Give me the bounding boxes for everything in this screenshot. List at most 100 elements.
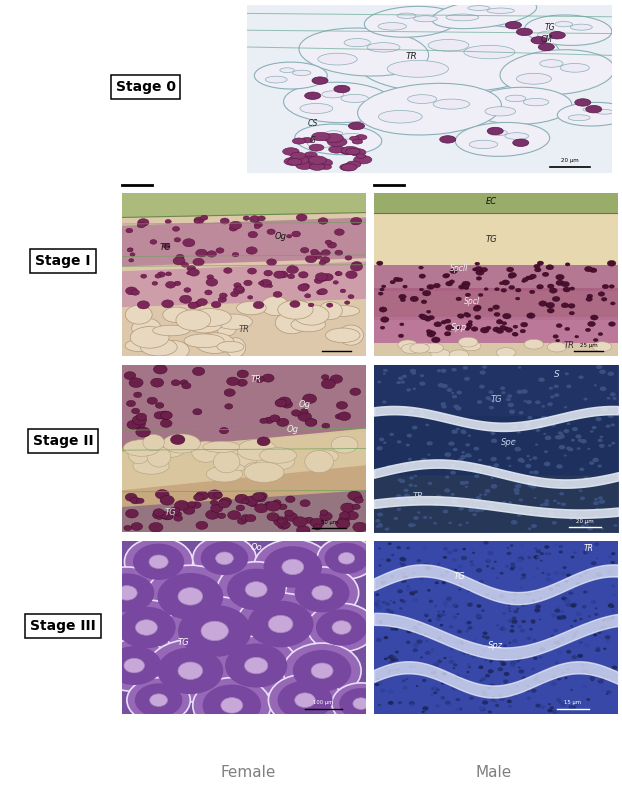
Circle shape [378, 524, 383, 527]
Circle shape [215, 636, 298, 695]
Circle shape [559, 545, 563, 548]
Circle shape [406, 588, 412, 592]
Circle shape [485, 636, 490, 639]
Circle shape [516, 661, 519, 663]
Circle shape [314, 278, 323, 284]
Circle shape [220, 428, 229, 434]
Circle shape [375, 683, 379, 686]
Circle shape [496, 624, 499, 626]
Circle shape [467, 627, 471, 630]
Circle shape [593, 338, 598, 341]
Circle shape [335, 229, 344, 235]
Circle shape [454, 569, 457, 571]
Circle shape [256, 495, 266, 502]
Circle shape [434, 522, 437, 524]
Circle shape [180, 295, 192, 303]
Circle shape [237, 379, 248, 386]
Circle shape [473, 468, 478, 472]
Circle shape [514, 491, 519, 495]
Circle shape [513, 488, 520, 493]
Circle shape [152, 511, 165, 519]
Circle shape [300, 284, 309, 289]
Circle shape [419, 410, 424, 413]
Circle shape [568, 303, 575, 308]
Circle shape [552, 710, 558, 714]
Circle shape [475, 315, 481, 319]
Circle shape [419, 288, 424, 291]
Circle shape [150, 240, 157, 244]
Circle shape [220, 218, 229, 224]
Circle shape [500, 386, 505, 390]
Circle shape [488, 559, 491, 562]
Circle shape [269, 674, 341, 726]
Circle shape [546, 265, 554, 270]
Ellipse shape [265, 76, 287, 83]
Circle shape [442, 384, 448, 388]
Circle shape [598, 333, 603, 336]
Circle shape [481, 677, 486, 681]
Ellipse shape [292, 70, 311, 75]
Circle shape [506, 328, 513, 333]
Circle shape [508, 619, 514, 623]
Ellipse shape [557, 102, 622, 126]
Ellipse shape [276, 311, 309, 333]
Ellipse shape [387, 60, 448, 78]
Circle shape [146, 640, 234, 702]
Circle shape [501, 662, 506, 666]
Circle shape [456, 428, 460, 430]
Circle shape [226, 377, 239, 386]
Circle shape [519, 578, 522, 581]
Text: CS: CS [307, 119, 318, 128]
Circle shape [508, 402, 514, 407]
Circle shape [534, 268, 541, 272]
Circle shape [531, 524, 537, 528]
Circle shape [552, 521, 557, 524]
Circle shape [572, 655, 577, 659]
Circle shape [458, 707, 462, 710]
Circle shape [155, 274, 161, 278]
Circle shape [317, 538, 376, 579]
Circle shape [216, 552, 233, 565]
Circle shape [530, 274, 536, 279]
Circle shape [596, 558, 598, 559]
Circle shape [396, 497, 401, 500]
Circle shape [268, 615, 293, 633]
Circle shape [525, 422, 531, 426]
Circle shape [463, 366, 468, 370]
Circle shape [420, 314, 428, 320]
Circle shape [462, 548, 466, 550]
Circle shape [336, 272, 342, 276]
Circle shape [460, 455, 466, 459]
Ellipse shape [322, 305, 360, 317]
Circle shape [531, 485, 536, 489]
Circle shape [580, 439, 587, 444]
Ellipse shape [143, 434, 164, 451]
Circle shape [422, 710, 425, 713]
Circle shape [462, 653, 466, 655]
Circle shape [237, 370, 248, 378]
Circle shape [482, 635, 486, 638]
Circle shape [346, 148, 360, 155]
Circle shape [568, 447, 573, 451]
Circle shape [465, 314, 471, 318]
Circle shape [495, 704, 499, 707]
Circle shape [419, 314, 425, 318]
Circle shape [445, 417, 448, 420]
Circle shape [513, 425, 516, 427]
Circle shape [308, 419, 317, 425]
Circle shape [402, 576, 407, 579]
Circle shape [478, 293, 483, 296]
Circle shape [124, 525, 132, 531]
Circle shape [438, 383, 444, 387]
Circle shape [534, 555, 539, 559]
Circle shape [553, 335, 559, 338]
Circle shape [575, 335, 578, 338]
Circle shape [521, 545, 524, 546]
Circle shape [566, 447, 571, 450]
Circle shape [483, 493, 487, 496]
Circle shape [526, 481, 533, 485]
Circle shape [249, 501, 257, 507]
Bar [374, 265, 618, 291]
Circle shape [346, 512, 358, 520]
Circle shape [450, 470, 456, 474]
